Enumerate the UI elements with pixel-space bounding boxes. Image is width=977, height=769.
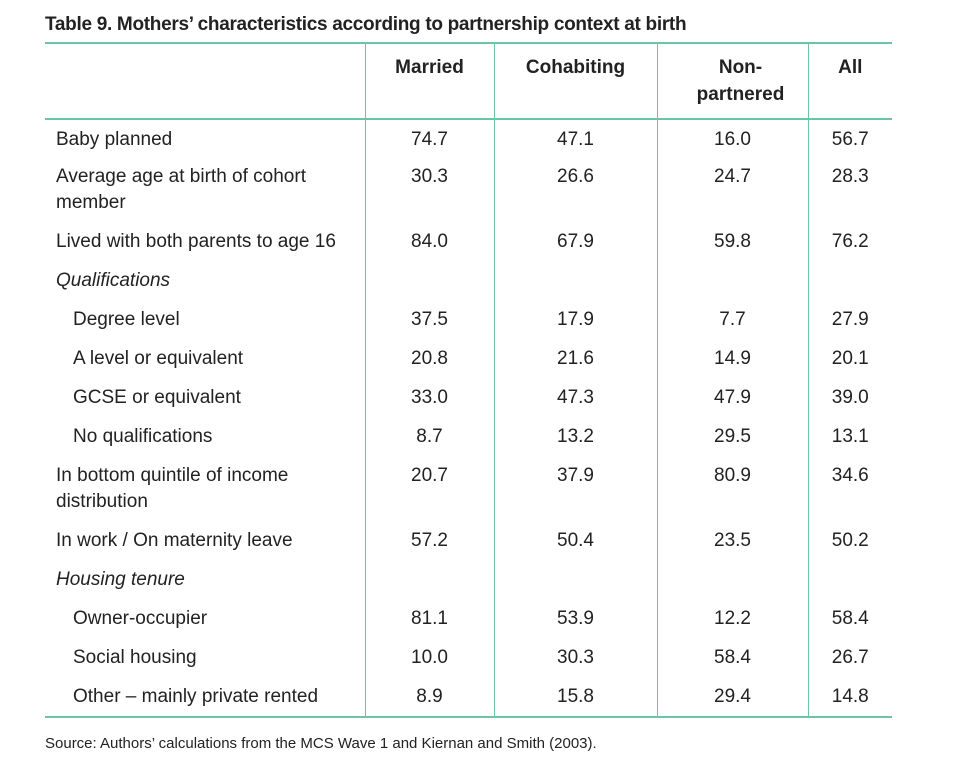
cell-value: 80.9: [656, 457, 808, 522]
cell-value: 33.0: [364, 379, 494, 418]
cell-value: 58.4: [807, 600, 892, 639]
cell-value: 76.2: [807, 223, 892, 262]
cell-value: 47.9: [656, 379, 808, 418]
cell-value: 8.7: [364, 418, 494, 457]
table-row: Baby planned 74.7 47.1 16.0 56.7: [45, 119, 892, 158]
cell-value: 7.7: [656, 301, 808, 340]
cell-value: 29.5: [656, 418, 808, 457]
cell-value: 14.9: [656, 340, 808, 379]
cell-value: [493, 561, 657, 600]
cell-value: [807, 262, 892, 301]
table-row: Social housing 10.0 30.3 58.4 26.7: [45, 639, 892, 678]
cell-value: 67.9: [493, 223, 657, 262]
table-row: In work / On maternity leave 57.2 50.4 2…: [45, 522, 892, 561]
row-label: A level or equivalent: [73, 348, 244, 369]
cell-value: 12.2: [656, 600, 808, 639]
cell-value: 29.4: [656, 678, 808, 718]
table-row: Lived with both parents to age 16 84.0 6…: [45, 223, 892, 262]
cell-value: 53.9: [493, 600, 657, 639]
header-all: All: [807, 42, 892, 120]
category-label: Housing tenure: [56, 569, 185, 590]
cell-value: [364, 262, 494, 301]
table-row: Owner-occupier 81.1 53.9 12.2 58.4: [45, 600, 892, 639]
row-label: Owner-occupier: [73, 608, 208, 629]
cell-value: 58.4: [656, 639, 808, 678]
table-row: A level or equivalent 20.8 21.6 14.9 20.…: [45, 340, 892, 379]
header-non-partnered-text: Non- partnered: [696, 57, 785, 105]
cell-value: 50.4: [493, 522, 657, 561]
cell-value: 26.6: [493, 158, 657, 223]
cell-value: 17.9: [493, 301, 657, 340]
category-label: Qualifications: [56, 270, 171, 291]
row-label: Social housing: [73, 647, 197, 668]
row-label: In bottom quintile of income distributio…: [56, 465, 289, 512]
table-row: Average age at birth of cohort member 30…: [45, 158, 892, 223]
cell-value: 37.9: [493, 457, 657, 522]
cell-value: 20.7: [364, 457, 494, 522]
cell-value: 10.0: [364, 639, 494, 678]
cell-value: 24.7: [656, 158, 808, 223]
cell-value: 39.0: [807, 379, 892, 418]
cell-value: 28.3: [807, 158, 892, 223]
cell-value: [493, 262, 657, 301]
cell-value: 16.0: [656, 119, 808, 158]
row-label: Baby planned: [56, 129, 173, 150]
data-table-container: Married Cohabiting Non- partnered All Ba…: [45, 42, 892, 718]
cell-value: 34.6: [807, 457, 892, 522]
cell-value: 26.7: [807, 639, 892, 678]
table-title: Table 9. Mothers’ characteristics accord…: [45, 14, 687, 35]
cell-value: 84.0: [364, 223, 494, 262]
cell-value: 47.1: [493, 119, 657, 158]
cell-value: 20.1: [807, 340, 892, 379]
cell-value: 37.5: [364, 301, 494, 340]
row-label: In work / On maternity leave: [56, 530, 293, 551]
row-label: Average age at birth of cohort member: [56, 166, 306, 213]
table-row: No qualifications 8.7 13.2 29.5 13.1: [45, 418, 892, 457]
cell-value: 14.8: [807, 678, 892, 718]
data-table: Married Cohabiting Non- partnered All Ba…: [45, 42, 892, 718]
cell-value: 23.5: [656, 522, 808, 561]
source-note: Source: Authors’ calculations from the M…: [45, 735, 597, 752]
cell-value: 20.8: [364, 340, 494, 379]
cell-value: [656, 561, 808, 600]
cell-value: 50.2: [807, 522, 892, 561]
cell-value: 8.9: [364, 678, 494, 718]
cell-value: [364, 561, 494, 600]
cell-value: 27.9: [807, 301, 892, 340]
cell-value: 30.3: [493, 639, 657, 678]
header-non-partnered: Non- partnered: [656, 42, 808, 120]
header-cohabiting: Cohabiting: [493, 42, 657, 120]
header-married: Married: [364, 42, 494, 120]
cell-value: 57.2: [364, 522, 494, 561]
row-label: Degree level: [73, 309, 180, 330]
cell-value: 56.7: [807, 119, 892, 158]
category-row: Housing tenure: [45, 561, 892, 600]
cell-value: 21.6: [493, 340, 657, 379]
cell-value: 59.8: [656, 223, 808, 262]
cell-value: 13.1: [807, 418, 892, 457]
table-row: In bottom quintile of income distributio…: [45, 457, 892, 522]
header-row: Married Cohabiting Non- partnered All: [45, 42, 892, 120]
cell-value: 47.3: [493, 379, 657, 418]
cell-value: 81.1: [364, 600, 494, 639]
table-row: GCSE or equivalent 33.0 47.3 47.9 39.0: [45, 379, 892, 418]
row-label: Other – mainly private rented: [45, 678, 365, 718]
header-empty: [45, 42, 365, 120]
row-label: No qualifications: [73, 426, 213, 447]
cell-value: 74.7: [364, 119, 494, 158]
cell-value: [807, 561, 892, 600]
cell-value: 15.8: [493, 678, 657, 718]
cell-value: 13.2: [493, 418, 657, 457]
cell-value: 30.3: [364, 158, 494, 223]
row-label: GCSE or equivalent: [73, 387, 241, 408]
table-row: Degree level 37.5 17.9 7.7 27.9: [45, 301, 892, 340]
row-label: Lived with both parents to age 16: [56, 231, 336, 252]
category-row: Qualifications: [45, 262, 892, 301]
table-row: Other – mainly private rented 8.9 15.8 2…: [45, 678, 892, 718]
cell-value: [656, 262, 808, 301]
